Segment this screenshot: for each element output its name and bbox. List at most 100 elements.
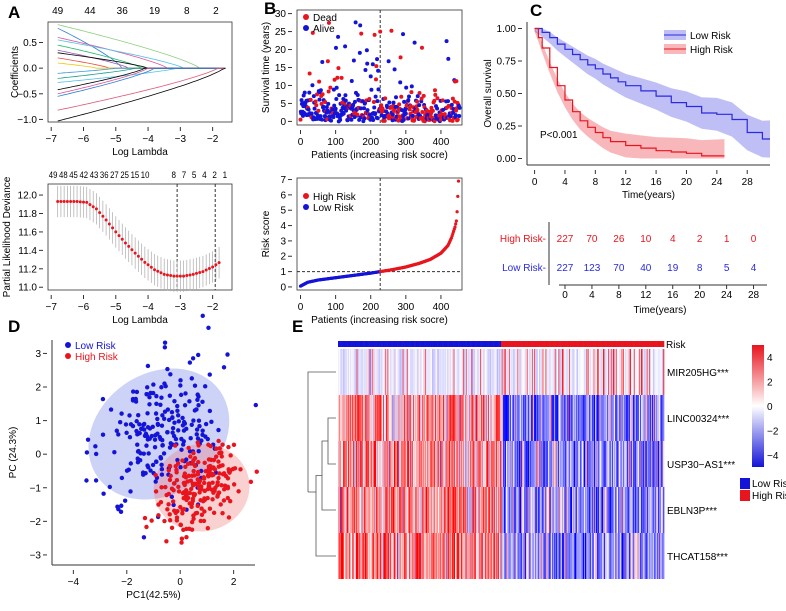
heatmap-cell bbox=[606, 349, 608, 395]
heatmap-cell bbox=[375, 487, 377, 533]
risk-annotation-cell bbox=[339, 341, 341, 347]
heatmap-cell bbox=[348, 349, 350, 395]
heatmap-cell bbox=[345, 395, 347, 441]
heatmap-cell bbox=[432, 487, 434, 533]
heatmap-cell bbox=[378, 487, 380, 533]
risk-table-count: 40 bbox=[640, 263, 652, 274]
heatmap-cell bbox=[549, 533, 551, 579]
heatmap-cell bbox=[356, 533, 358, 579]
heatmap-cell bbox=[387, 533, 389, 579]
low-risk-point bbox=[175, 408, 180, 413]
heatmap-cell bbox=[505, 395, 507, 441]
risk-annotation-cell bbox=[574, 341, 576, 347]
high-risk-point bbox=[184, 534, 189, 540]
heatmap-cell bbox=[489, 487, 491, 533]
heatmap-cell bbox=[452, 487, 454, 533]
low-risk-point bbox=[209, 419, 214, 425]
low-risk-point bbox=[170, 430, 175, 435]
low-risk-point bbox=[135, 456, 140, 461]
dead-point bbox=[374, 64, 379, 69]
risk-annotation-cell bbox=[461, 341, 463, 347]
high-risk-point bbox=[181, 473, 187, 479]
heatmap-cell bbox=[469, 349, 471, 395]
heatmap-cell bbox=[477, 533, 479, 579]
heatmap-cell bbox=[656, 395, 658, 441]
heatmap-cell bbox=[391, 533, 393, 579]
heatmap-cell bbox=[607, 533, 610, 579]
heatmap-cell bbox=[588, 395, 590, 441]
dead-point bbox=[339, 75, 344, 80]
heatmap-cell bbox=[401, 533, 403, 579]
heatmap-cell bbox=[353, 395, 355, 441]
heatmap-cell bbox=[625, 441, 627, 487]
heatmap-cell bbox=[414, 349, 416, 395]
heatmap-cell bbox=[617, 533, 619, 579]
heatmap-cell bbox=[506, 395, 508, 441]
heatmap-cell bbox=[502, 487, 504, 533]
heatmap-cell bbox=[616, 441, 618, 487]
risk-annotation-cell bbox=[465, 341, 467, 347]
alive-point bbox=[445, 99, 450, 104]
heatmap-cell bbox=[366, 441, 368, 487]
high-risk-point bbox=[167, 512, 172, 517]
risk-point bbox=[455, 210, 459, 214]
heatmap-cell bbox=[446, 533, 448, 579]
risk-annotation-cell bbox=[425, 341, 427, 347]
heatmap-cell bbox=[341, 533, 343, 579]
risk-annotation-cell bbox=[565, 341, 567, 347]
heatmap-cell bbox=[467, 533, 469, 579]
heatmap-cell bbox=[343, 487, 345, 533]
heatmap-cell bbox=[607, 349, 609, 395]
heatmap-cell bbox=[371, 441, 373, 487]
risk-annotation-cell bbox=[626, 341, 628, 347]
heatmap-cell bbox=[489, 533, 491, 579]
heatmap-cell bbox=[661, 487, 663, 533]
risk-table-count: 5 bbox=[724, 263, 730, 274]
heatmap-cell bbox=[343, 395, 345, 441]
heatmap-cell bbox=[389, 533, 391, 579]
legend-swatch bbox=[740, 490, 750, 501]
heatmap-cell bbox=[505, 349, 507, 395]
low-risk-point bbox=[144, 443, 149, 448]
low-risk-point bbox=[225, 352, 230, 357]
heatmap-cell bbox=[381, 487, 383, 533]
risk-annotation-cell bbox=[479, 341, 481, 347]
heatmap-cell bbox=[613, 441, 615, 487]
risk-annotation-cell bbox=[381, 341, 383, 347]
heatmap-cell bbox=[477, 441, 479, 487]
heatmap-cell bbox=[525, 349, 527, 395]
heatmap-cell bbox=[577, 487, 579, 533]
low-risk-point bbox=[160, 443, 165, 448]
risk-annotation-cell bbox=[590, 341, 592, 347]
heatmap-cell bbox=[568, 533, 570, 579]
heatmap-cell bbox=[659, 395, 661, 441]
heatmap-cell bbox=[628, 349, 630, 395]
heatmap-cell bbox=[353, 441, 355, 487]
heatmap-cell bbox=[378, 349, 380, 395]
heatmap-cell bbox=[597, 441, 599, 487]
heatmap-cell bbox=[349, 441, 351, 487]
heatmap-cell bbox=[379, 395, 381, 441]
low-risk-point bbox=[162, 340, 168, 345]
alive-point bbox=[415, 94, 420, 99]
risk-annotation-cell bbox=[638, 341, 640, 347]
heatmap-cell bbox=[482, 441, 484, 487]
dead-point bbox=[424, 108, 429, 113]
heatmap-cell bbox=[527, 533, 529, 579]
heatmap-cell bbox=[648, 441, 650, 487]
heatmap-cell bbox=[597, 395, 599, 441]
heatmap-cell bbox=[562, 441, 564, 487]
heatmap-cell bbox=[395, 533, 397, 579]
heatmap-cell bbox=[399, 395, 401, 441]
heatmap-cell bbox=[512, 395, 514, 441]
heatmap-cell bbox=[401, 349, 403, 395]
heatmap-cell bbox=[595, 441, 597, 487]
heatmap-cell bbox=[396, 349, 398, 395]
alive-point bbox=[310, 83, 315, 88]
heatmap-cell bbox=[630, 487, 632, 533]
risk-annotation-cell bbox=[583, 341, 585, 347]
heatmap-cell bbox=[575, 349, 577, 395]
high-risk-point bbox=[210, 480, 215, 485]
heatmap-cell bbox=[630, 395, 632, 441]
heatmap-cell bbox=[615, 441, 617, 487]
